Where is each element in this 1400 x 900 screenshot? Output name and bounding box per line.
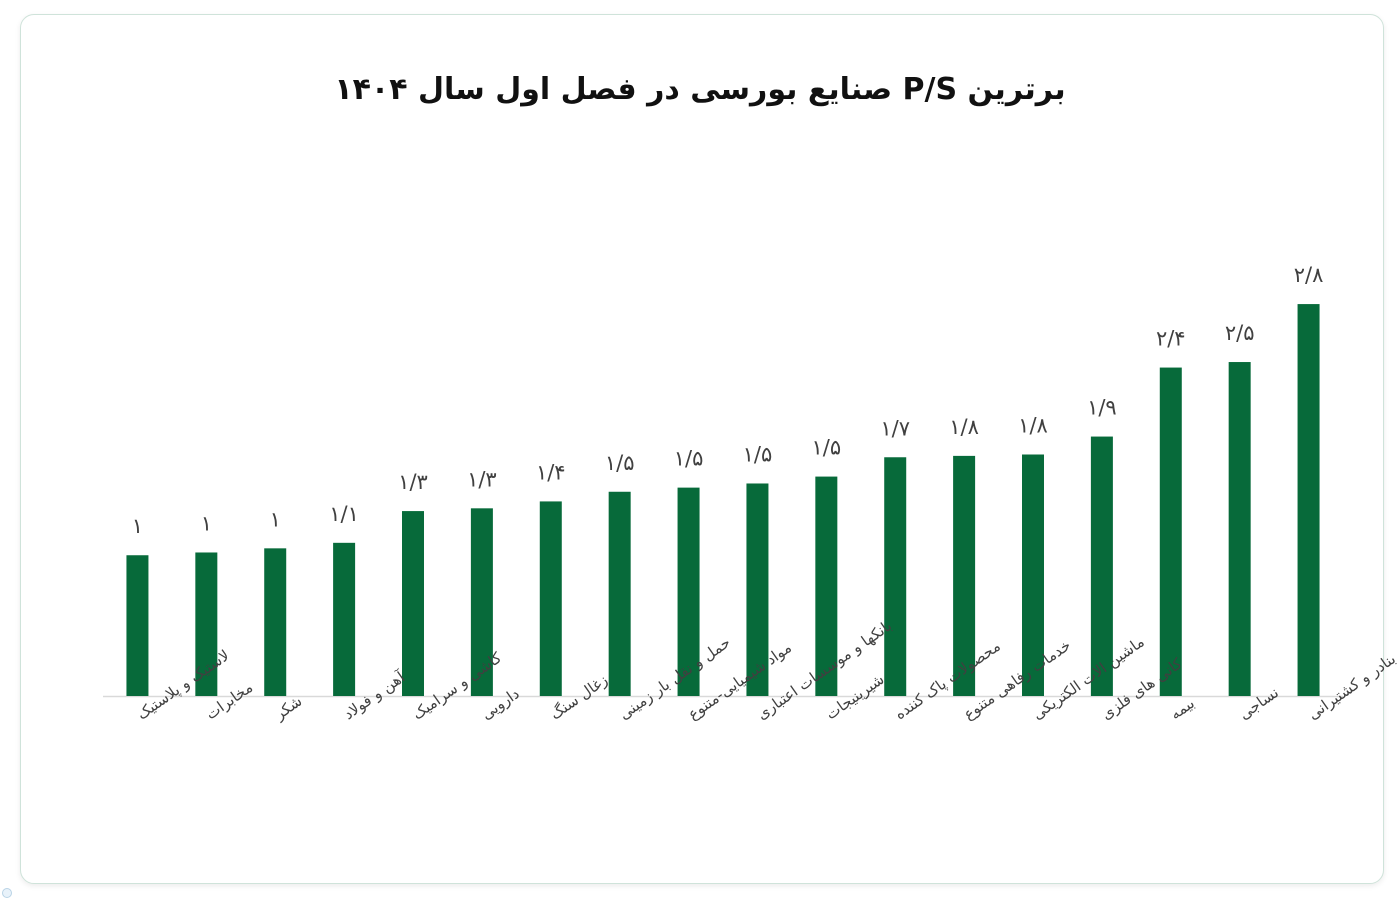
data-label-5: ۱/۳ <box>398 470 428 494</box>
data-label-6: ۱/۳ <box>467 467 497 491</box>
bar-9 <box>677 487 700 696</box>
data-label-7: ۱/۴ <box>536 460 566 484</box>
data-label-17: ۲/۵ <box>1225 321 1255 345</box>
bar-17 <box>1228 362 1251 696</box>
bar-2 <box>195 552 218 696</box>
bar-15 <box>1090 436 1113 696</box>
data-label-1: ۱ <box>132 514 143 538</box>
chart-title: برترین P/S صنایع بورسی در فصل اول سال ۱۴… <box>334 72 1066 107</box>
bar-8 <box>608 491 631 696</box>
data-label-2: ۱ <box>201 511 212 535</box>
data-label-4: ۱/۱ <box>329 502 359 526</box>
data-label-11: ۱/۵ <box>812 436 842 460</box>
chart-card <box>20 14 1384 884</box>
bar-11 <box>815 476 838 696</box>
data-label-13: ۱/۸ <box>949 415 979 439</box>
bar-6 <box>470 508 493 696</box>
bar-10 <box>746 483 769 696</box>
data-label-16: ۲/۴ <box>1156 327 1186 351</box>
category-label-8: حمل و نقل بار زمینی <box>616 633 734 723</box>
data-label-10: ۱/۵ <box>743 442 773 466</box>
data-label-12: ۱/۷ <box>880 416 910 440</box>
data-label-15: ۱/۹ <box>1087 396 1117 420</box>
data-label-14: ۱/۸ <box>1018 414 1048 438</box>
category-label-16: بیمه <box>1167 694 1198 723</box>
bar-5 <box>402 511 424 696</box>
bar-14 <box>1022 454 1044 696</box>
bar-13 <box>953 455 976 696</box>
data-label-3: ۱ <box>270 507 281 531</box>
bar-7 <box>539 501 562 696</box>
bar-18 <box>1297 304 1320 696</box>
bar-4 <box>333 542 356 696</box>
category-label-14: ماشین الات الکتریکی <box>1029 633 1148 724</box>
value-labels-group: ۱ ۱ ۱ ۱/۱ ۱/۳ ۱/۳ ۱/۴ ۱/۵ ۱/۵ ۱/۵ ۱/۵ ۱/۷ ۱/۸ ۱/۸ ۱/۹ ۲… <box>132 263 1324 538</box>
bars-group <box>126 304 1320 696</box>
bar-3 <box>264 548 287 696</box>
data-label-8: ۱/۵ <box>605 451 635 475</box>
bar-1 <box>126 555 149 696</box>
data-label-9: ۱/۵ <box>674 447 704 471</box>
bar-16 <box>1159 367 1182 696</box>
data-label-18: ۲/۸ <box>1294 263 1324 287</box>
bar-12 <box>884 457 907 696</box>
corner-indicator-icon <box>2 888 12 898</box>
